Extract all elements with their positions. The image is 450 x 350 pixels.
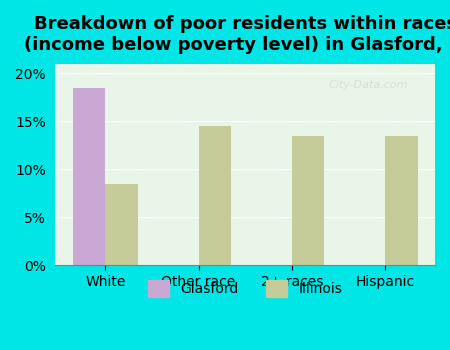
Text: City-Data.com: City-Data.com bbox=[329, 80, 408, 90]
Legend: Glasford, Illinois: Glasford, Illinois bbox=[143, 274, 348, 302]
Bar bbox=[385, 136, 418, 265]
Title: Breakdown of poor residents within races
(income below poverty level) in Glasfor: Breakdown of poor residents within races… bbox=[24, 15, 450, 54]
Bar bbox=[292, 136, 324, 265]
Bar bbox=[105, 184, 138, 265]
Bar bbox=[73, 88, 105, 265]
Bar bbox=[198, 126, 231, 265]
